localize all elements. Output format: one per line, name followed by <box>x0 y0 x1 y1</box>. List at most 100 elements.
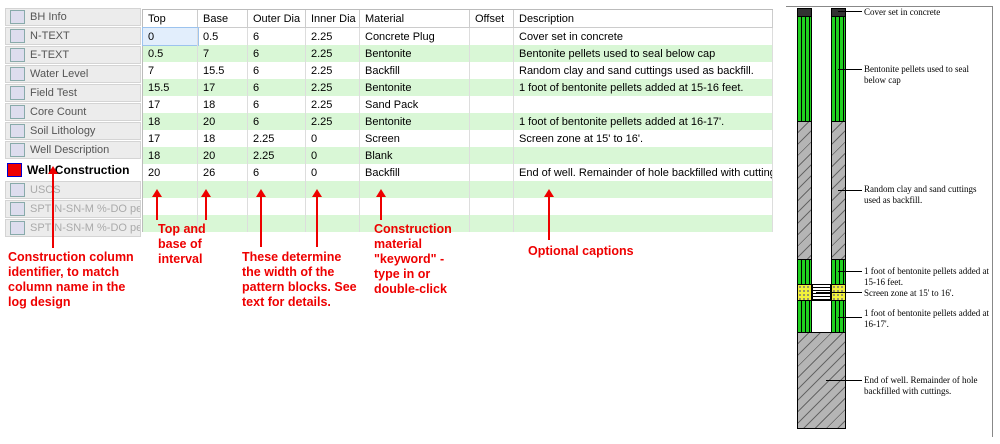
table-cell[interactable] <box>248 181 306 198</box>
table-cell[interactable]: Bentonite <box>360 113 470 130</box>
column-header[interactable]: Top <box>143 10 198 28</box>
table-cell[interactable]: 6 <box>248 28 306 45</box>
table-cell[interactable]: 2.25 <box>248 130 306 147</box>
table-cell[interactable]: 15.5 <box>198 62 248 79</box>
tab-e-text[interactable]: E-TEXT <box>5 46 141 64</box>
tab-water-level[interactable]: Water Level <box>5 65 141 83</box>
tab-bh-info[interactable]: BH Info <box>5 8 141 26</box>
table-cell[interactable]: 0 <box>306 147 360 164</box>
table-cell[interactable]: 6 <box>248 96 306 113</box>
table-cell[interactable]: 6 <box>248 62 306 79</box>
table-cell[interactable]: Bentonite <box>360 79 470 96</box>
table-cell[interactable] <box>470 164 514 181</box>
table-cell[interactable]: 20 <box>198 113 248 130</box>
table-cell[interactable]: 1 foot of bentonite pellets added at 16-… <box>514 113 773 130</box>
table-cell[interactable]: 7 <box>143 62 198 79</box>
table-cell[interactable]: 2.25 <box>306 96 360 113</box>
table-cell[interactable] <box>306 181 360 198</box>
table-cell[interactable]: 2.25 <box>248 147 306 164</box>
tab-field-test[interactable]: Field Test <box>5 84 141 102</box>
table-cell[interactable]: 2.25 <box>306 62 360 79</box>
table-cell[interactable]: 0.5 <box>198 28 248 45</box>
table-cell[interactable]: Blank <box>360 147 470 164</box>
table-cell[interactable]: 0 <box>142 27 199 46</box>
tab-well-construction[interactable]: Well Construction <box>2 160 141 180</box>
table-cell[interactable]: 18 <box>143 113 198 130</box>
table-cell[interactable]: 20 <box>198 147 248 164</box>
table-cell[interactable]: 0 <box>306 164 360 181</box>
table-cell[interactable] <box>470 113 514 130</box>
tab-spt-n-sn-m-do-pef-[interactable]: SPT N-SN-M %-DO pef- <box>5 219 141 237</box>
table-cell[interactable] <box>248 198 306 215</box>
table-cell[interactable] <box>470 181 514 198</box>
table-cell[interactable]: 18 <box>143 147 198 164</box>
table-cell[interactable] <box>198 215 248 232</box>
tab-soil-lithology[interactable]: Soil Lithology <box>5 122 141 140</box>
column-header[interactable]: Inner Dia <box>306 10 360 28</box>
table-cell[interactable] <box>143 198 198 215</box>
table-cell[interactable]: 0 <box>306 130 360 147</box>
table-cell[interactable] <box>514 198 773 215</box>
table-cell[interactable]: 7 <box>198 45 248 62</box>
table-cell[interactable] <box>470 198 514 215</box>
table-cell[interactable]: 0.5 <box>143 45 198 62</box>
table-cell[interactable]: 17 <box>143 96 198 113</box>
table-cell[interactable]: Screen zone at 15' to 16'. <box>514 130 773 147</box>
table-cell[interactable] <box>514 96 773 113</box>
table-cell[interactable] <box>143 215 198 232</box>
table-cell[interactable] <box>360 215 470 232</box>
table-cell[interactable]: Random clay and sand cuttings used as ba… <box>514 62 773 79</box>
table-cell[interactable]: 2.25 <box>306 28 360 45</box>
table-cell[interactable]: 20 <box>143 164 198 181</box>
table-cell[interactable] <box>198 198 248 215</box>
table-cell[interactable] <box>470 79 514 96</box>
table-cell[interactable]: Screen <box>360 130 470 147</box>
tab-uscs[interactable]: USCS <box>5 181 141 199</box>
tab-core-count[interactable]: Core Count <box>5 103 141 121</box>
table-cell[interactable]: 2.25 <box>306 79 360 96</box>
table-cell[interactable]: 18 <box>198 130 248 147</box>
column-header[interactable]: Description <box>514 10 773 28</box>
table-cell[interactable] <box>306 198 360 215</box>
table-cell[interactable]: 17 <box>143 130 198 147</box>
table-cell[interactable]: 6 <box>248 113 306 130</box>
table-cell[interactable] <box>470 96 514 113</box>
table-cell[interactable] <box>514 215 773 232</box>
table-cell[interactable]: 6 <box>248 45 306 62</box>
table-cell[interactable] <box>470 130 514 147</box>
table-cell[interactable]: Backfill <box>360 164 470 181</box>
table-cell[interactable]: Bentonite <box>360 45 470 62</box>
table-cell[interactable]: Backfill <box>360 62 470 79</box>
table-cell[interactable] <box>470 28 514 45</box>
column-header[interactable]: Base <box>198 10 248 28</box>
table-cell[interactable]: 2.25 <box>306 113 360 130</box>
table-cell[interactable] <box>470 62 514 79</box>
table-cell[interactable] <box>470 147 514 164</box>
table-cell[interactable]: 17 <box>198 79 248 96</box>
table-cell[interactable]: Cover set in concrete <box>514 28 773 45</box>
table-cell[interactable] <box>470 45 514 62</box>
table-cell[interactable] <box>514 181 773 198</box>
table-cell[interactable]: 26 <box>198 164 248 181</box>
table-cell[interactable]: 6 <box>248 164 306 181</box>
table-cell[interactable] <box>198 181 248 198</box>
tab-n-text[interactable]: N-TEXT <box>5 27 141 45</box>
table-cell[interactable] <box>143 181 198 198</box>
table-cell[interactable] <box>514 147 773 164</box>
table-cell[interactable]: 15.5 <box>143 79 198 96</box>
tab-spt-n-sn-m-do-pef-[interactable]: SPT N-SN-M %-DO pef- <box>5 200 141 218</box>
table-cell[interactable]: 18 <box>198 96 248 113</box>
table-cell[interactable]: 6 <box>248 79 306 96</box>
table-cell[interactable]: 1 foot of bentonite pellets added at 15-… <box>514 79 773 96</box>
column-header[interactable]: Material <box>360 10 470 28</box>
table-cell[interactable] <box>306 215 360 232</box>
table-cell[interactable] <box>248 215 306 232</box>
table-cell[interactable]: Bentonite pellets used to seal below cap <box>514 45 773 62</box>
table-cell[interactable] <box>360 198 470 215</box>
table-cell[interactable] <box>470 215 514 232</box>
table-cell[interactable]: 2.25 <box>306 45 360 62</box>
column-header[interactable]: Outer Dia <box>248 10 306 28</box>
table-cell[interactable]: End of well. Remainder of hole backfille… <box>514 164 773 181</box>
table-cell[interactable]: Sand Pack <box>360 96 470 113</box>
tab-well-description[interactable]: Well Description <box>5 141 141 159</box>
